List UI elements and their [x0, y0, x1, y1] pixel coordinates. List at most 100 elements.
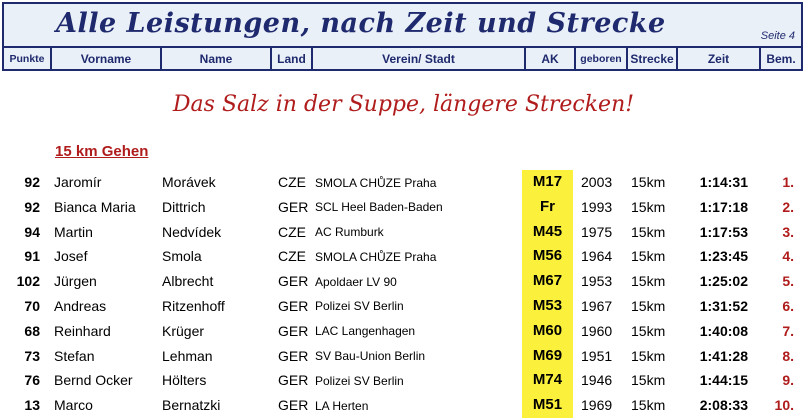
first-name-cell: Bernd Ocker	[54, 372, 133, 389]
rank-cell: 9.	[782, 372, 794, 389]
table-row: 91 Josef Smola CZE SMOLA CHŮZE Praha M56…	[0, 244, 807, 269]
table-row: 73 Stefan Lehman GER SV Bau-Union Berlin…	[0, 344, 807, 369]
country-cell: CZE	[278, 174, 306, 190]
section-title: 15 km Gehen	[55, 143, 149, 160]
birth-year-cell: 1967	[581, 297, 613, 314]
points-cell: 68	[24, 322, 40, 339]
club-cell: LAC Langenhagen	[315, 324, 416, 339]
first-name-cell: Stefan	[54, 347, 95, 364]
first-name-cell: Jaromír	[54, 174, 102, 190]
first-name-cell: Andreas	[54, 297, 107, 314]
club-cell: SV Bau-Union Berlin	[315, 349, 426, 364]
table-row: 13 Marco Bernatzki GER LA Herten M51 196…	[0, 393, 807, 418]
ak-highlight	[522, 170, 573, 418]
birth-year-cell: 2003	[581, 174, 613, 190]
rank-cell: 4.	[782, 248, 794, 265]
column-header-row: Punkte Vorname Name Land Verein/ Stadt A…	[2, 48, 803, 71]
club-cell: LA Herten	[315, 398, 369, 413]
last-name-cell: Smola	[162, 248, 202, 265]
points-cell: 94	[24, 223, 40, 240]
distance-cell: 15km	[631, 347, 666, 364]
points-cell: 91	[24, 248, 40, 265]
club-cell: AC Rumburk	[315, 225, 384, 240]
rank-cell: 7.	[782, 322, 794, 339]
age-class-cell: M69	[532, 346, 563, 364]
age-class-cell: M17	[532, 173, 563, 190]
rank-cell: 1.	[782, 174, 794, 190]
distance-cell: 15km	[631, 223, 666, 240]
country-cell: CZE	[278, 248, 306, 265]
time-cell: 2:08:33	[699, 397, 748, 414]
birth-year-cell: 1993	[581, 198, 613, 215]
club-cell: Polizei SV Berlin	[315, 299, 404, 314]
age-class-cell: M53	[532, 296, 563, 314]
column-header-vorname: Vorname	[52, 48, 162, 69]
last-name-cell: Hölters	[162, 372, 207, 389]
first-name-cell: Marco	[54, 397, 93, 414]
club-cell: Polizei SV Berlin	[315, 373, 404, 388]
country-cell: GER	[278, 273, 309, 290]
club-cell: SMOLA CHŮZE Praha	[315, 175, 437, 190]
rank-cell: 3.	[782, 223, 794, 240]
subtitle: Das Salz in der Suppe, längere Strecken!	[172, 92, 635, 117]
distance-cell: 15km	[631, 198, 666, 215]
table-row: 92 Jaromír Morávek CZE SMOLA CHŮZE Praha…	[0, 170, 807, 195]
table-row: 94 Martin Nedvídek CZE AC Rumburk M45 19…	[0, 220, 807, 245]
birth-year-cell: 1969	[581, 397, 613, 414]
distance-cell: 15km	[631, 322, 666, 339]
age-class-cell: M60	[532, 321, 563, 339]
last-name-cell: Krüger	[162, 322, 205, 339]
column-header-bem: Bem.	[766, 51, 796, 66]
table-row: 68 Reinhard Krüger GER LAC Langenhagen M…	[0, 319, 807, 344]
rank-cell: 10.	[774, 397, 794, 414]
column-header-name: Name	[162, 48, 272, 69]
birth-year-cell: 1946	[581, 372, 613, 389]
column-header-geboren: geboren	[576, 48, 628, 69]
age-class-cell: M67	[532, 272, 563, 290]
country-cell: GER	[278, 322, 309, 339]
age-class-cell: M56	[532, 247, 563, 265]
points-cell: 13	[24, 397, 40, 414]
time-cell: 1:25:02	[699, 273, 748, 290]
birth-year-cell: 1960	[581, 322, 613, 339]
birth-year-cell: 1953	[581, 273, 613, 290]
first-name-cell: Josef	[54, 248, 88, 265]
results-table: 92 Jaromír Morávek CZE SMOLA CHŮZE Praha…	[0, 170, 807, 418]
first-name-cell: Jürgen	[54, 273, 97, 290]
points-cell: 92	[24, 174, 40, 190]
time-cell: 1:17:18	[699, 198, 748, 215]
country-cell: GER	[278, 297, 309, 314]
first-name-cell: Bianca Maria	[54, 198, 136, 215]
first-name-cell: Martin	[54, 223, 93, 240]
age-class-cell: M51	[532, 396, 563, 414]
column-header-zeit: Zeit	[678, 48, 761, 69]
time-cell: 1:31:52	[699, 297, 748, 314]
last-name-cell: Morávek	[162, 174, 216, 190]
time-cell: 1:17:53	[699, 223, 748, 240]
page-title: Alle Leistungen, nach Zeit und Strecke	[56, 8, 666, 39]
rank-cell: 5.	[782, 273, 794, 290]
column-header-strecke: Strecke	[628, 48, 678, 69]
club-cell: Apoldaer LV 90	[315, 274, 397, 289]
column-header-land: Land	[272, 48, 313, 69]
table-row: 102 Jürgen Albrecht GER Apoldaer LV 90 M…	[0, 269, 807, 294]
last-name-cell: Lehman	[162, 347, 213, 364]
birth-year-cell: 1975	[581, 223, 613, 240]
table-row: 76 Bernd Ocker Hölters GER Polizei SV Be…	[0, 368, 807, 393]
time-cell: 1:44:15	[699, 372, 748, 389]
time-cell: 1:23:45	[699, 248, 748, 265]
distance-cell: 15km	[631, 174, 666, 190]
points-cell: 102	[16, 273, 40, 290]
rank-cell: 2.	[782, 198, 794, 215]
column-header-verein: Verein/ Stadt	[313, 48, 526, 69]
last-name-cell: Bernatzki	[162, 397, 221, 414]
distance-cell: 15km	[631, 297, 666, 314]
points-cell: 92	[24, 198, 40, 215]
age-class-cell: M45	[532, 222, 563, 240]
country-cell: GER	[278, 372, 309, 389]
points-cell: 70	[24, 297, 40, 314]
birth-year-cell: 1951	[581, 347, 613, 364]
table-row: 70 Andreas Ritzenhoff GER Polizei SV Ber…	[0, 294, 807, 319]
page-number: Seite 4	[760, 30, 795, 42]
club-cell: SCL Heel Baden-Baden	[315, 200, 443, 215]
